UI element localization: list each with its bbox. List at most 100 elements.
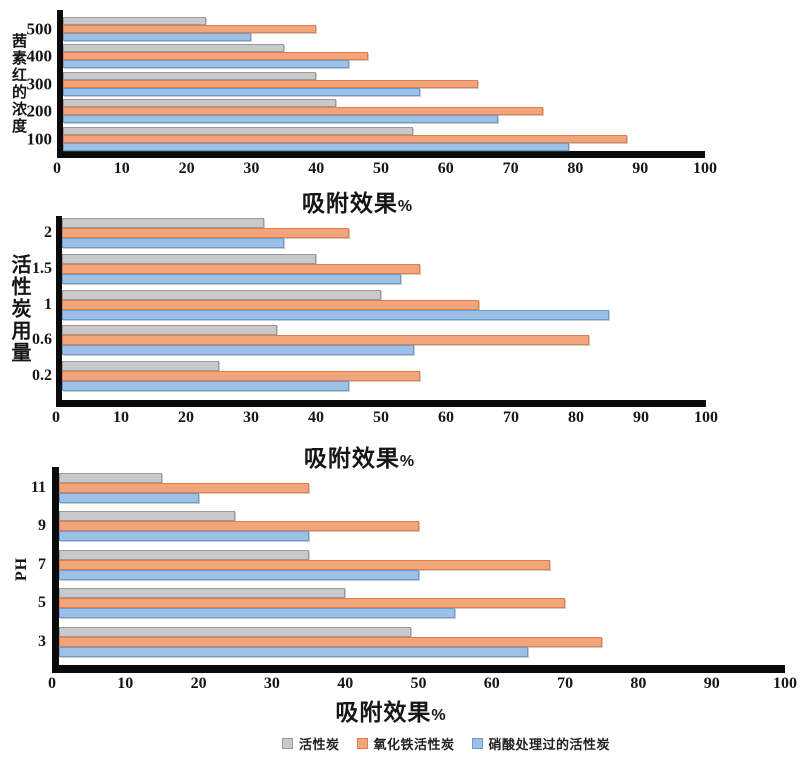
bar-硝酸处理过的活性炭-1 [62, 309, 609, 320]
bar-硝酸处理过的活性炭-200 [63, 115, 498, 124]
bar-硝酸处理过的活性炭-11 [59, 493, 199, 503]
x-tick-label: 0 [53, 160, 61, 177]
y-tick-label: 11 [30, 479, 46, 496]
legend-item-2: 硝酸处理过的活性炭 [471, 734, 611, 753]
x-tick-label: 80 [568, 409, 584, 426]
legend-label: 氧化铁活性炭 [373, 737, 455, 752]
x-tick-label: 20 [190, 675, 207, 692]
y-axis-title: 活性炭用量 [8, 254, 30, 364]
bar-硝酸处理过的活性炭-100 [63, 142, 569, 151]
bar-硝酸处理过的活性炭-0.6 [62, 345, 414, 356]
bar-活性炭-200 [63, 99, 336, 108]
x-tick-label: 60 [438, 409, 454, 426]
x-tick-label: 70 [503, 409, 519, 426]
legend-item-1: 氧化铁活性炭 [356, 734, 455, 753]
x-tick-label: 10 [113, 160, 130, 177]
legend-item-0: 活性炭 [282, 734, 340, 753]
x-tick-label: 80 [567, 160, 584, 177]
x-tick-label: 50 [410, 675, 427, 692]
bar-活性炭-1 [62, 289, 381, 300]
bar-活性炭-100 [63, 126, 414, 135]
x-tick-label: 70 [557, 675, 574, 692]
x-tick-label: 40 [337, 675, 354, 692]
bar-活性炭-11 [59, 473, 162, 483]
x-axis-line [56, 400, 706, 407]
x-tick-label: 50 [373, 409, 389, 426]
legend-swatch [356, 738, 368, 749]
legend: 活性炭 氧化铁活性炭 硝酸处理过的活性炭 [282, 734, 610, 753]
x-tick-label: 50 [373, 160, 389, 177]
bar-氧化铁活性炭-9 [59, 521, 419, 532]
bar-硝酸处理过的活性炭-500 [63, 33, 252, 41]
x-axis-line [57, 151, 705, 158]
bar-氧化铁活性炭-11 [59, 483, 309, 493]
legend-label: 活性炭 [299, 737, 340, 752]
y-tick-label: 5 [38, 594, 46, 612]
x-tick-label: 90 [703, 675, 720, 692]
y-tick-label: 100 [26, 129, 53, 149]
y-tick-label: 0.2 [32, 367, 52, 385]
x-tick-label: 100 [773, 675, 797, 692]
bar-活性炭-9 [59, 511, 236, 522]
bar-活性炭-0.6 [62, 325, 277, 336]
x-tick-label: 10 [117, 675, 134, 692]
x-tick-label: 40 [308, 409, 324, 426]
y-tick-label: 3 [38, 632, 46, 650]
legend-swatch [471, 738, 483, 749]
bar-氧化铁活性炭-400 [63, 52, 369, 61]
y-axis-line [52, 467, 59, 673]
y-tick-label: 1 [44, 295, 52, 313]
x-axis-title: 吸附效果% [335, 699, 446, 725]
bar-硝酸处理过的活性炭-300 [63, 87, 420, 96]
bar-硝酸处理过的活性炭-5 [59, 608, 456, 619]
bar-氧化铁活性炭-2 [62, 228, 349, 238]
bar-硝酸处理过的活性炭-400 [63, 60, 349, 69]
bar-活性炭-300 [63, 71, 317, 80]
y-axis-title: 茜素红的浓度 [10, 33, 27, 135]
y-axis-line [57, 10, 63, 158]
x-tick-label: 0 [48, 675, 56, 692]
x-tick-label: 60 [437, 160, 454, 177]
x-tick-label: 90 [632, 160, 649, 177]
bar-氧化铁活性炭-7 [59, 559, 551, 570]
bar-活性炭-5 [59, 588, 346, 599]
bar-氧化铁活性炭-200 [63, 107, 543, 116]
bar-活性炭-1.5 [62, 253, 316, 264]
x-tick-label: 80 [630, 675, 647, 692]
legend-swatch [282, 738, 293, 749]
x-tick-label: 0 [52, 409, 60, 426]
bar-氧化铁活性炭-5 [59, 598, 566, 609]
x-tick-label: 30 [263, 675, 280, 692]
x-tick-label: 100 [693, 160, 717, 177]
y-tick-label: 0.6 [32, 331, 52, 349]
x-tick-label: 70 [502, 160, 519, 177]
x-tick-label: 20 [178, 160, 195, 177]
bar-硝酸处理过的活性炭-0.2 [62, 381, 349, 392]
bar-硝酸处理过的活性炭-2 [62, 238, 284, 248]
bar-氧化铁活性炭-300 [63, 79, 479, 88]
bar-活性炭-2 [62, 218, 264, 228]
bar-氧化铁活性炭-3 [59, 636, 602, 647]
bar-活性炭-0.2 [62, 361, 219, 372]
bar-硝酸处理过的活性炭-3 [59, 646, 529, 657]
bar-氧化铁活性炭-100 [63, 134, 628, 143]
bar-硝酸处理过的活性炭-7 [59, 569, 419, 580]
y-axis-line [56, 216, 62, 407]
y-tick-label: 200 [26, 101, 53, 121]
x-axis-title: 吸附效果% [301, 190, 413, 216]
x-tick-label: 10 [113, 409, 129, 426]
y-tick-label: 9 [38, 517, 46, 535]
x-axis-line [52, 665, 785, 673]
y-tick-label: 400 [26, 46, 53, 66]
bar-活性炭-400 [63, 44, 284, 53]
bar-氧化铁活性炭-500 [63, 25, 317, 33]
bar-活性炭-500 [63, 17, 207, 25]
x-tick-label: 90 [633, 409, 649, 426]
x-tick-label: 60 [483, 675, 500, 692]
x-tick-label: 30 [243, 160, 260, 177]
y-tick-label: 2 [44, 224, 52, 241]
bar-硝酸处理过的活性炭-1.5 [62, 273, 401, 284]
legend-label: 硝酸处理过的活性炭 [488, 737, 611, 752]
bar-氧化铁活性炭-0.6 [62, 335, 589, 346]
